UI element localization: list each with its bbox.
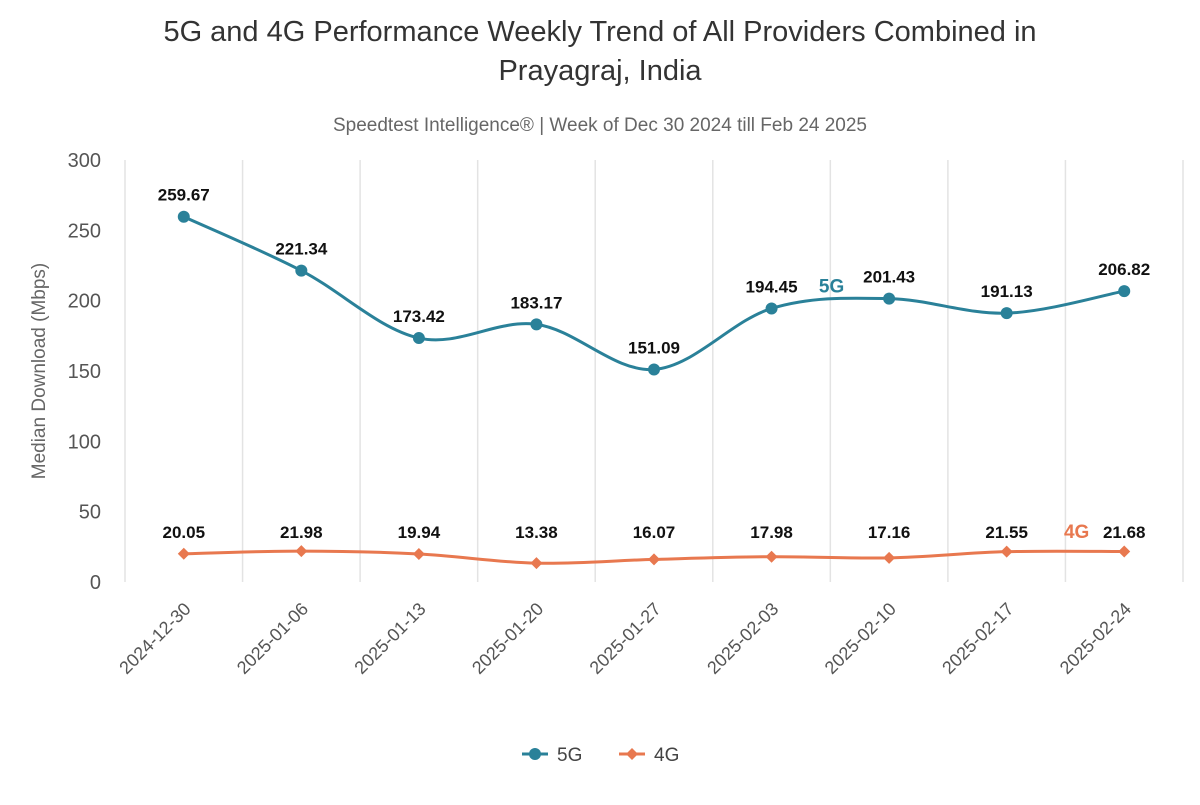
data-point-4G [765, 550, 778, 563]
x-tick-label: 2025-01-06 [233, 599, 312, 678]
data-point-5G [648, 363, 660, 376]
x-tick-label: 2025-02-03 [703, 599, 782, 678]
y-tick-label: 300 [68, 150, 101, 172]
data-label: 17.98 [750, 523, 793, 542]
data-point-4G [1118, 545, 1131, 558]
data-point-5G [177, 210, 190, 223]
y-tick-label: 0 [90, 572, 101, 594]
data-label: 17.16 [868, 523, 911, 542]
chart-subtitle: Speedtest Intelligence® | Week of Dec 30… [333, 115, 867, 136]
data-point-5G [1000, 307, 1013, 320]
x-tick-label: 2025-02-24 [1056, 599, 1135, 678]
data-point-4G [1000, 545, 1013, 558]
data-point-4G [530, 557, 543, 570]
data-point-4G [412, 547, 425, 560]
data-label: 221.34 [275, 240, 328, 259]
y-tick-label: 50 [79, 502, 101, 524]
x-tick-label: 2025-01-20 [468, 599, 547, 678]
x-tick-label: 2024-12-30 [115, 599, 194, 678]
data-label: 259.67 [158, 186, 210, 205]
data-label: 194.45 [746, 277, 798, 296]
data-point-5G [765, 302, 778, 315]
data-label: 191.13 [981, 282, 1033, 301]
data-point-5G [1118, 285, 1131, 298]
legend-item-4G[interactable]: 4G [619, 745, 679, 766]
data-label: 20.05 [163, 523, 206, 542]
y-tick-label: 100 [68, 431, 101, 453]
legend-marker-circle-icon [529, 748, 541, 760]
data-label: 21.55 [985, 523, 1028, 542]
data-point-4G [177, 547, 190, 560]
legend-label: 5G [557, 745, 582, 766]
x-tick-label: 2025-01-13 [350, 599, 429, 678]
data-label: 173.42 [393, 307, 445, 326]
data-point-4G [883, 551, 896, 564]
x-tick-label: 2025-02-10 [821, 599, 900, 678]
series-inline-label: 5G [819, 276, 844, 297]
data-label: 13.38 [515, 523, 558, 542]
data-label: 151.09 [628, 338, 680, 357]
x-tick-label: 2025-01-27 [586, 599, 665, 678]
y-tick-label: 150 [68, 361, 101, 383]
data-label: 201.43 [863, 268, 915, 287]
chart-title-line1: 5G and 4G Performance Weekly Trend of Al… [163, 16, 1036, 48]
data-point-4G [295, 545, 308, 558]
chart-title-line2: Prayagraj, India [498, 55, 702, 87]
y-axis-label: Median Download (Mbps) [29, 263, 50, 480]
legend-item-5G[interactable]: 5G [522, 745, 582, 766]
data-label: 206.82 [1098, 260, 1150, 279]
data-label: 21.98 [280, 523, 323, 542]
data-label: 19.94 [398, 523, 441, 542]
y-tick-label: 200 [68, 291, 101, 313]
data-point-5G [883, 292, 896, 305]
legend-marker-diamond-icon [626, 748, 638, 760]
data-point-5G [530, 318, 543, 331]
series-inline-label: 4G [1064, 522, 1089, 543]
data-label: 183.17 [510, 293, 562, 312]
x-tick-label: 2025-02-17 [938, 599, 1017, 678]
data-point-4G [648, 553, 660, 566]
data-point-5G [412, 332, 425, 345]
data-label: 21.68 [1103, 523, 1146, 542]
legend-label: 4G [654, 745, 679, 766]
data-point-5G [295, 264, 308, 277]
y-tick-label: 250 [68, 220, 101, 242]
data-label: 16.07 [633, 523, 676, 542]
